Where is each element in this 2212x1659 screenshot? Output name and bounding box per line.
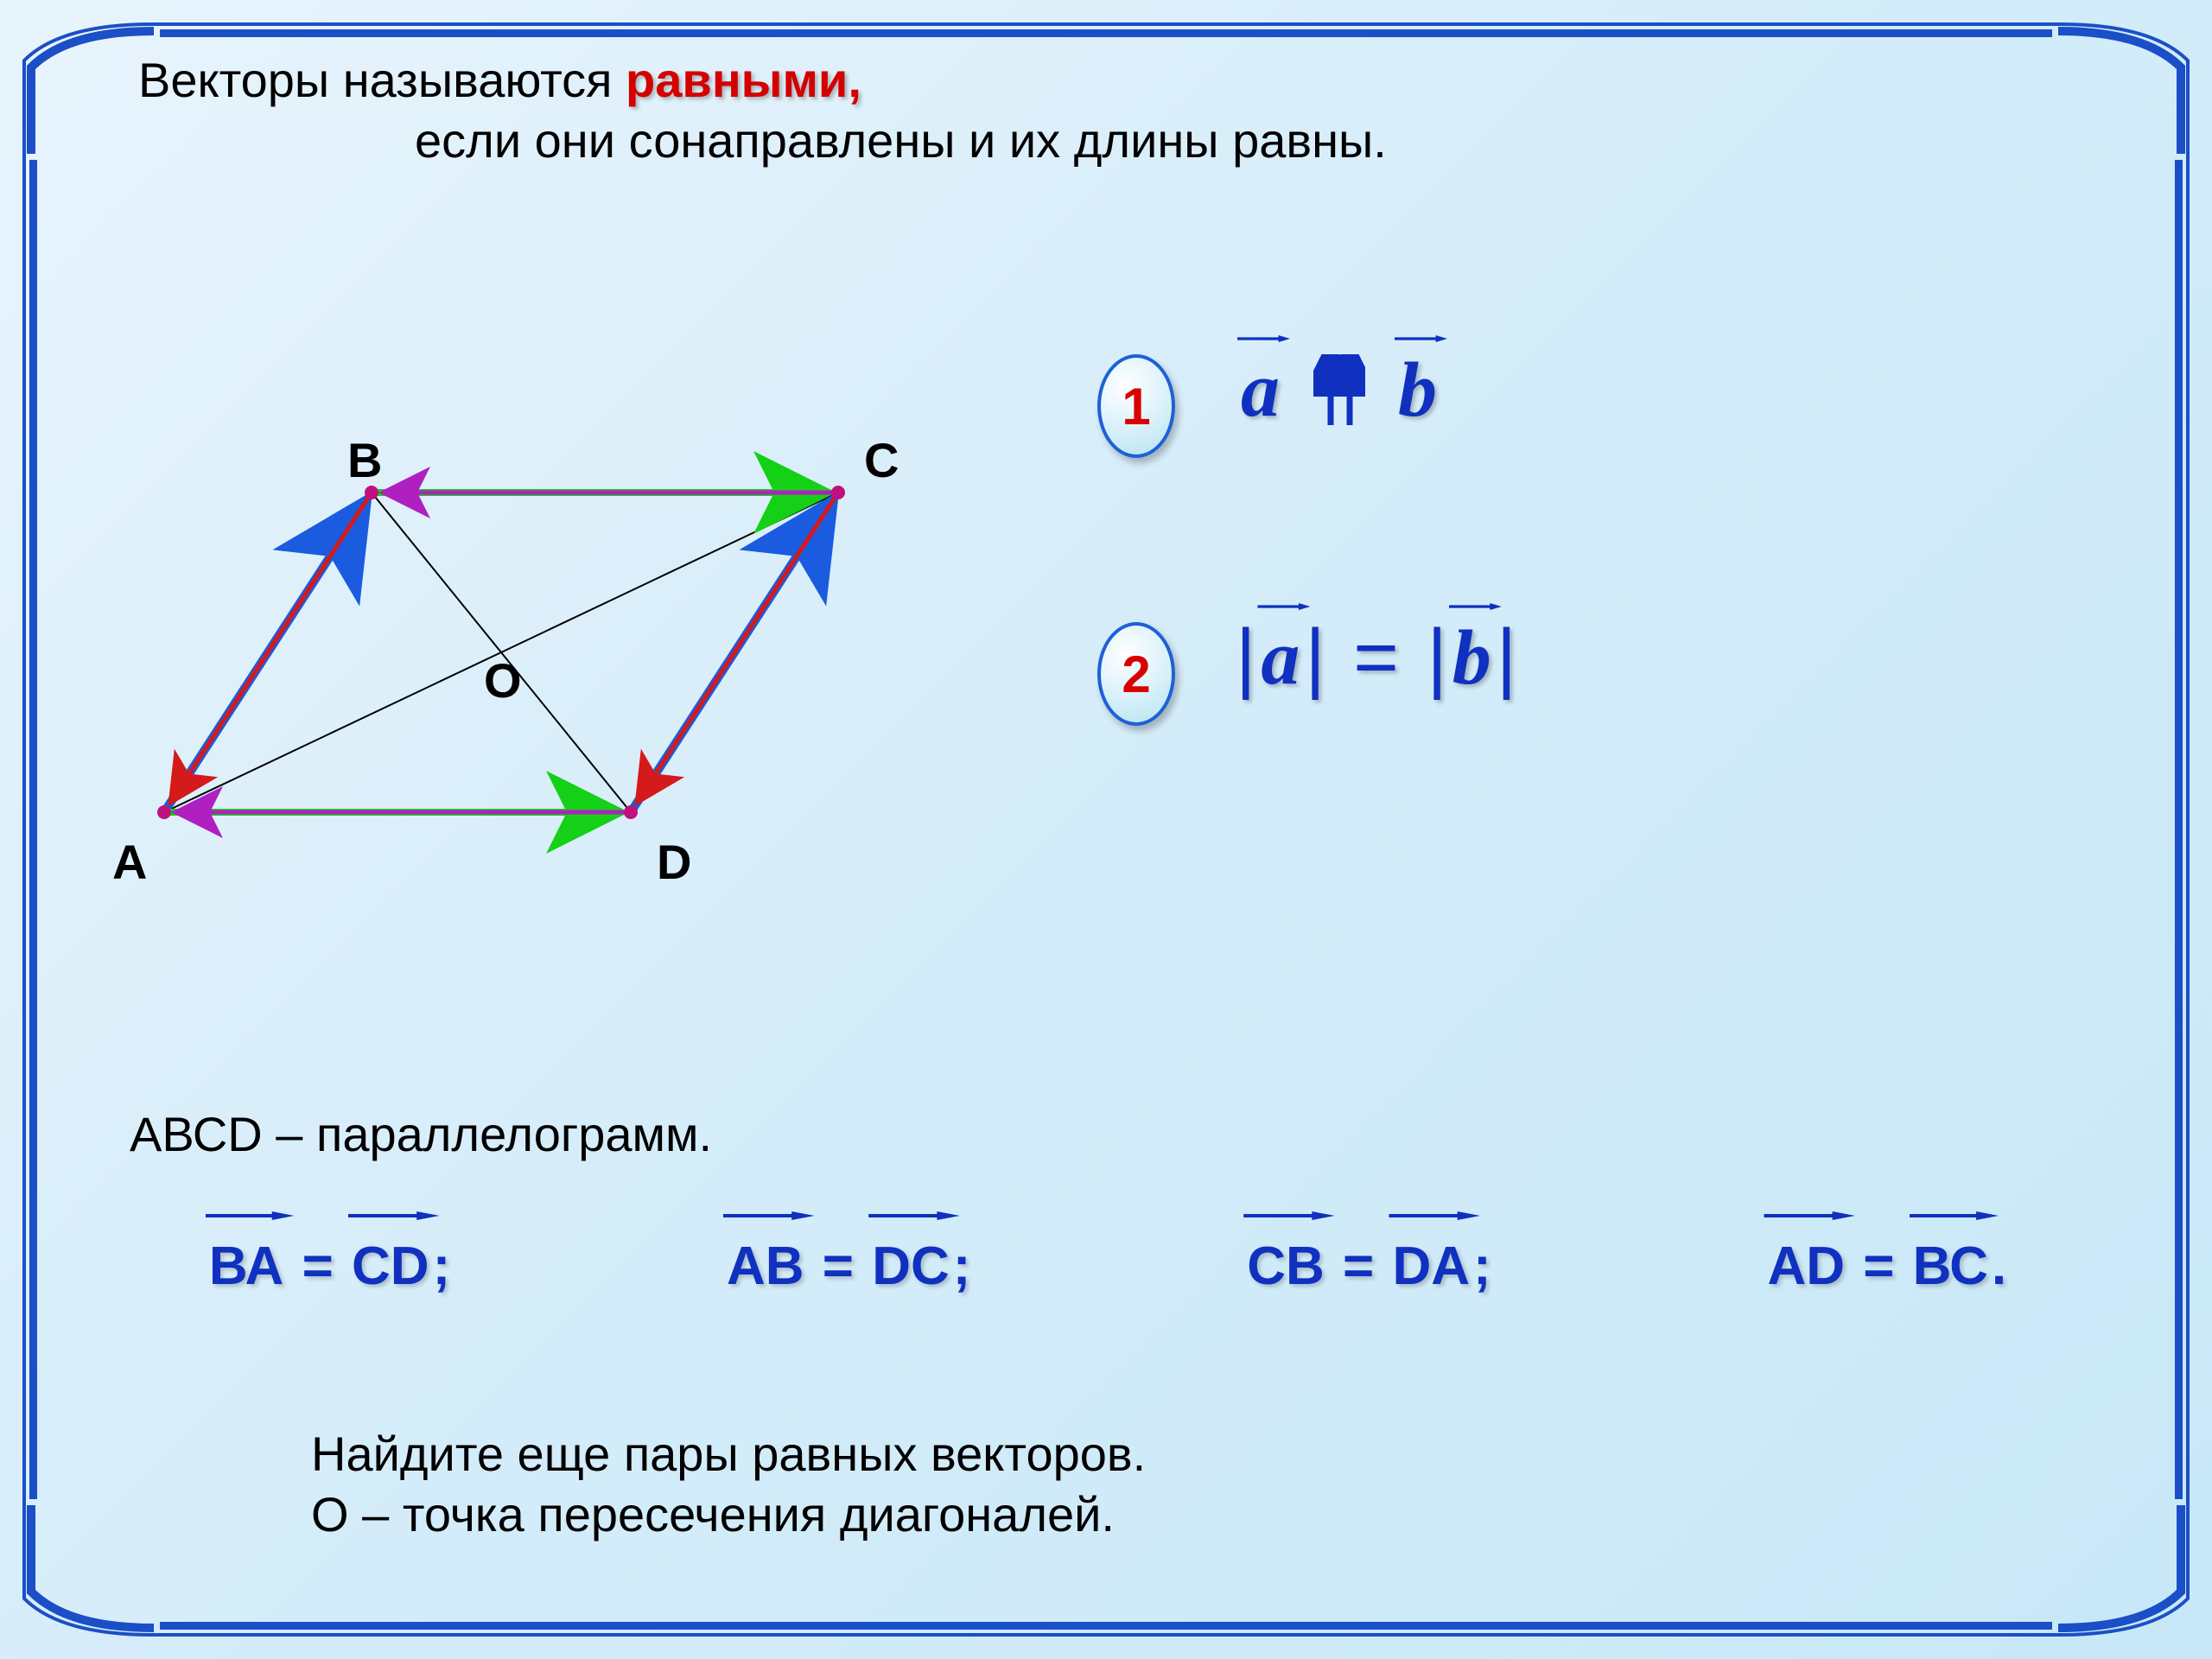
label-B: В (347, 432, 382, 488)
vector-equation: ВА = CD; (206, 1236, 450, 1297)
vec-b-mag: b (1447, 613, 1497, 702)
frame-corner-bl (16, 1497, 162, 1643)
vector-equation: АВ = DC; (723, 1236, 970, 1297)
label-O: О (484, 652, 522, 709)
frame-right-outer (2186, 151, 2190, 1508)
title-part1: Векторы называются (138, 53, 626, 107)
vector-equations-row: ВА = CD; АВ = DC; СВ = DA; АD = ВС. (0, 1236, 2212, 1297)
label-C: С (864, 432, 899, 488)
label-D: D (657, 834, 691, 890)
title-equal-word: равными, (626, 53, 861, 107)
badge-1: 1 (1097, 354, 1175, 458)
badge-2: 2 (1097, 622, 1175, 726)
frame-top-inner (160, 29, 2052, 37)
condition-1: a b (1236, 346, 1442, 442)
statement-abcd: АВСD – параллелограмм. (130, 1106, 712, 1162)
label-A: А (112, 834, 147, 890)
bottom-line1: Найдите еще пары равных векторов. (311, 1426, 1146, 1482)
frame-corner-tr (2050, 16, 2196, 162)
condition-2: |a| = |b| (1236, 613, 1516, 702)
vec-b: b (1393, 346, 1442, 435)
frame-bottom-outer (151, 1633, 2061, 1637)
title-line1: Векторы называются равными, (138, 52, 861, 108)
codirectional-icon (1313, 353, 1365, 442)
bottom-line2: О – точка пересечения диагоналей. (311, 1486, 1115, 1542)
title-line2: если они сонаправлены и их длины равны. (415, 112, 1387, 168)
vec-a: a (1236, 346, 1285, 435)
vector-equation: АD = ВС. (1764, 1236, 2006, 1297)
frame-left-inner (29, 160, 37, 1499)
vector-equation: СВ = DA; (1243, 1236, 1491, 1297)
frame-top-outer (151, 22, 2061, 26)
equals-sign: = (1353, 614, 1399, 701)
frame-left-outer (22, 151, 26, 1508)
frame-right-inner (2175, 160, 2183, 1499)
frame-corner-br (2050, 1497, 2196, 1643)
frame-bottom-inner (160, 1622, 2052, 1630)
parallelogram-diagram: А В С D О (112, 415, 942, 920)
vec-a-mag: a (1255, 613, 1305, 702)
